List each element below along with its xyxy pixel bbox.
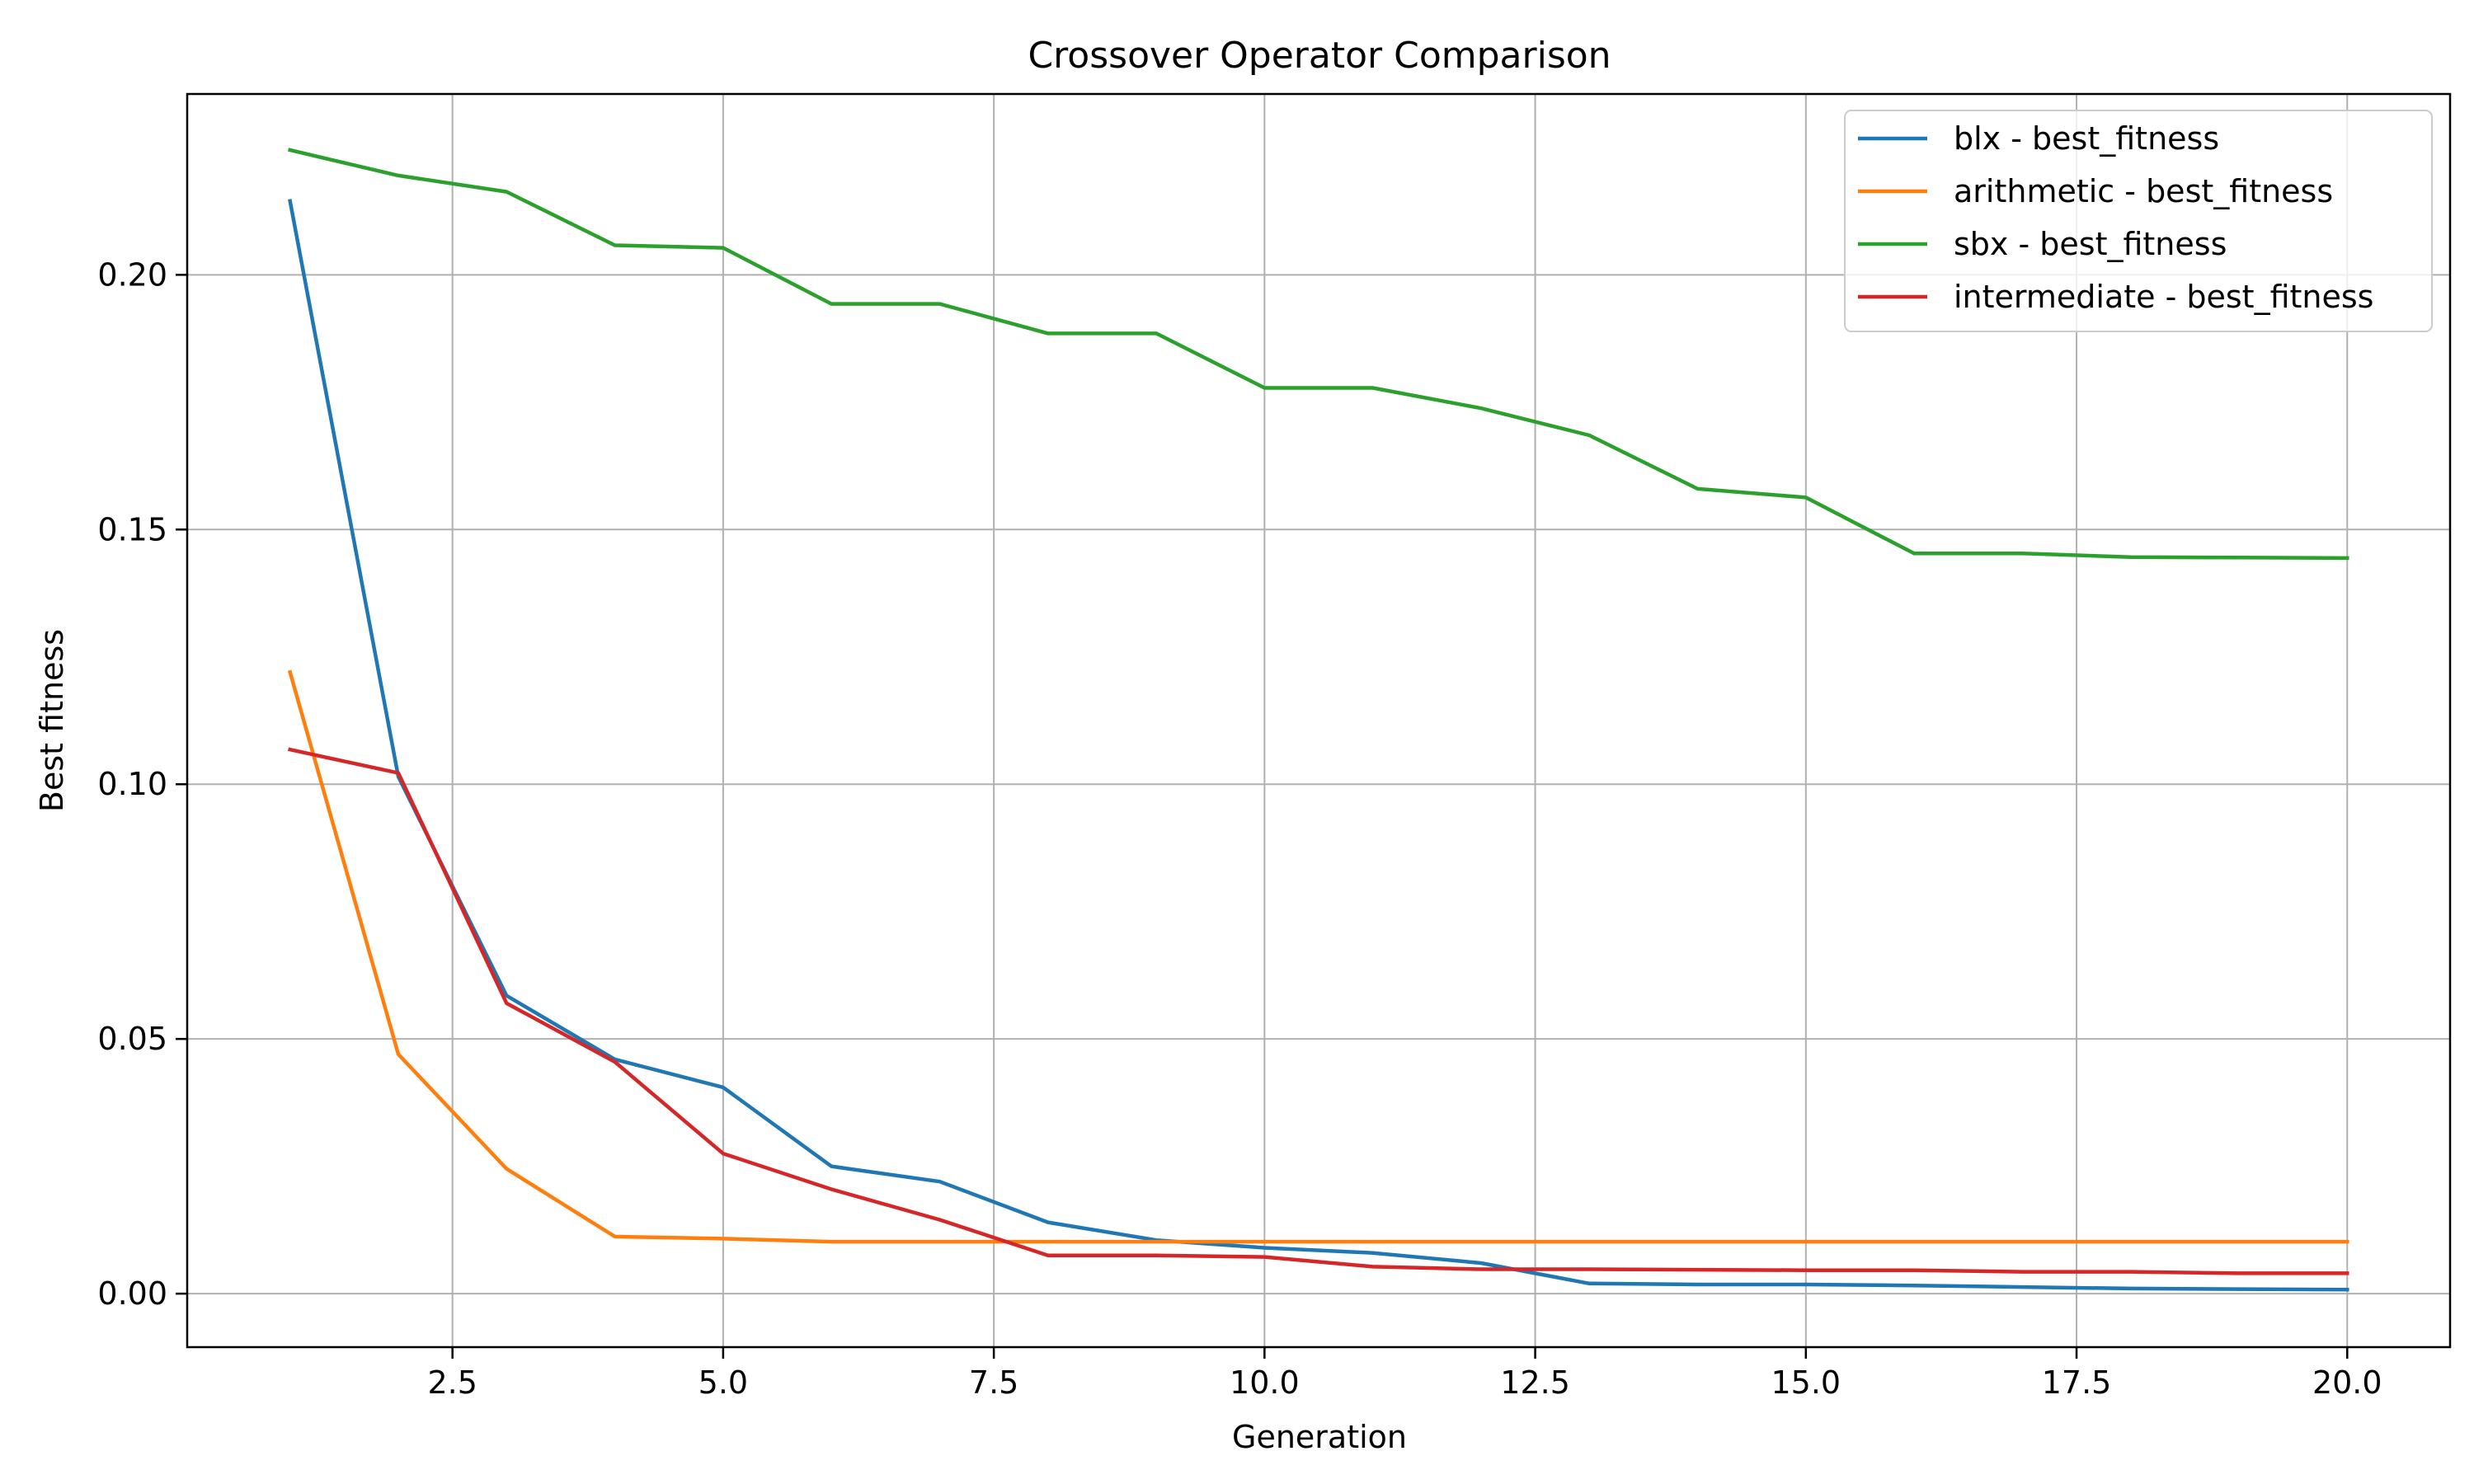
y-axis-label: Best fitness	[34, 629, 70, 812]
x-axis: 2.5 5.0 7.5 10.0 12.5 15.0 17.5 20.0	[427, 1347, 2382, 1401]
x-tick-label: 5.0	[698, 1364, 748, 1401]
legend-label: arithmetic - best_fitness	[1954, 173, 2333, 209]
legend-label: blx - best_fitness	[1954, 120, 2219, 157]
x-tick-label: 15.0	[1771, 1364, 1841, 1401]
series-line-1	[287, 669, 2349, 1244]
x-tick-label: 12.5	[1500, 1364, 1570, 1401]
plot-area-frame	[186, 92, 2452, 1349]
y-axis: 0.00 0.05 0.10 0.15 0.20	[97, 256, 187, 1312]
chart-title: Crossover Operator Comparison	[1028, 35, 1611, 77]
legend-label: intermediate - best_fitness	[1954, 279, 2373, 315]
series-line-0	[288, 199, 2349, 1292]
x-axis-label: Generation	[1232, 1419, 1407, 1455]
y-tick-label: 0.10	[97, 766, 167, 802]
x-tick-label: 20.0	[2312, 1364, 2382, 1401]
y-tick-label: 0.05	[97, 1021, 167, 1057]
x-tick-label: 7.5	[969, 1364, 1018, 1401]
series-line-3	[288, 747, 2349, 1275]
series-line-2	[287, 148, 2349, 561]
y-tick-label: 0.15	[97, 511, 167, 547]
y-tick-label: 0.00	[97, 1275, 167, 1312]
x-tick-label: 10.0	[1230, 1364, 1300, 1401]
legend-box	[1844, 110, 2433, 332]
legend: blx - best_fitness arithmetic - best_fitn…	[1844, 110, 2433, 332]
y-tick-label: 0.20	[97, 256, 167, 293]
series-lines	[287, 148, 2349, 1292]
legend-label: sbx - best_fitness	[1954, 226, 2227, 262]
x-tick-label: 2.5	[427, 1364, 477, 1401]
x-tick-label: 17.5	[2042, 1364, 2112, 1401]
